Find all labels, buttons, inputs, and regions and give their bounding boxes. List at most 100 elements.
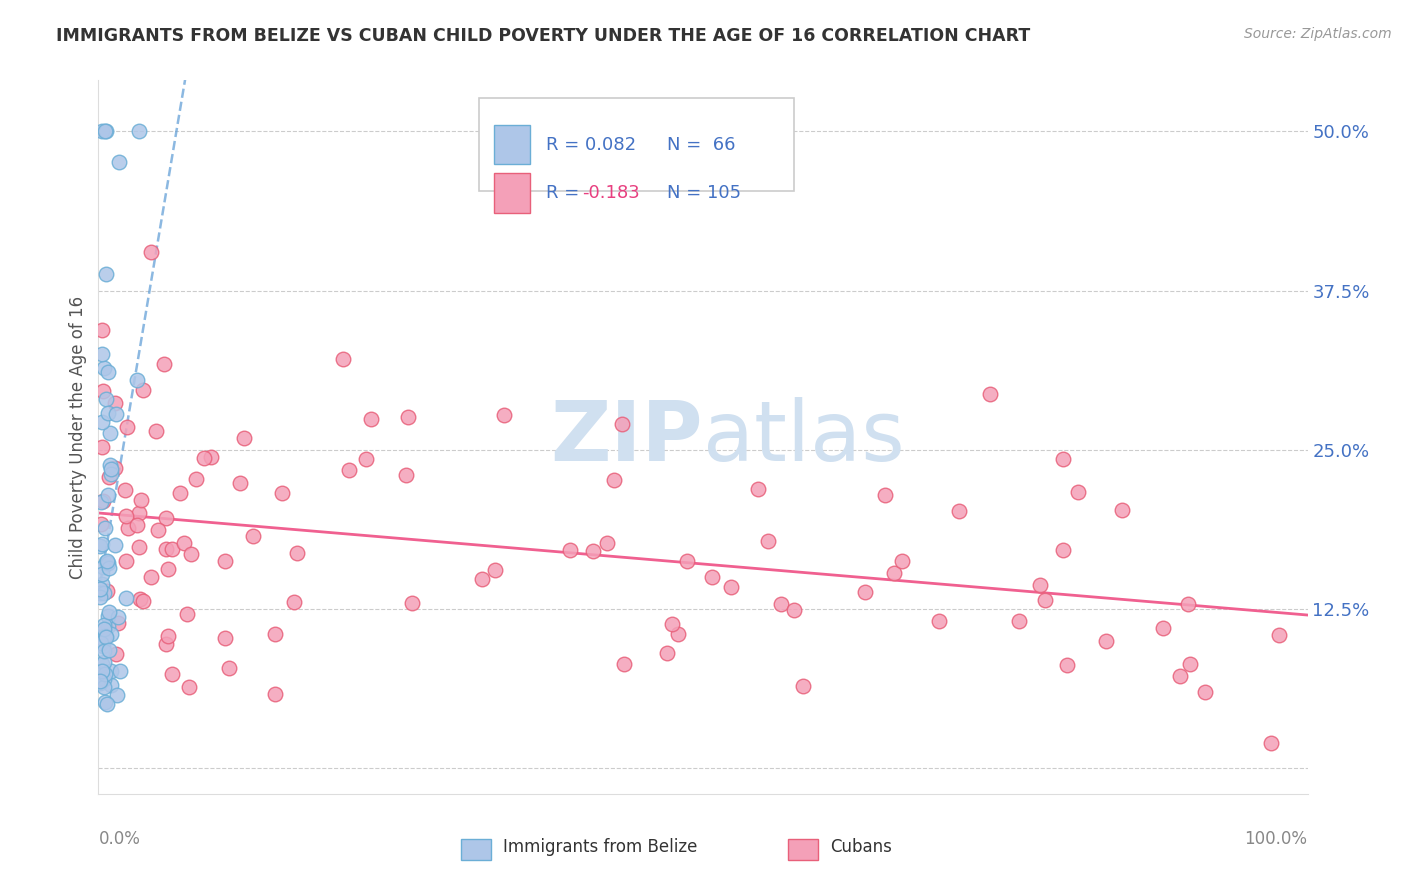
Point: [96, 697, 118, 711]
Point: [97, 618, 120, 632]
Point: [91, 384, 114, 398]
Point: [94, 124, 117, 138]
Point: [401, 596, 423, 610]
Point: [128, 541, 150, 555]
Point: [89, 590, 111, 604]
Point: [115, 509, 138, 524]
Point: [98, 458, 121, 473]
Point: [90, 495, 112, 509]
Point: [666, 626, 689, 640]
Point: [173, 536, 195, 550]
Point: [91, 440, 114, 454]
Point: [107, 610, 129, 624]
Point: [603, 473, 626, 487]
Point: [1194, 685, 1216, 699]
Point: [104, 460, 127, 475]
Point: [200, 450, 222, 465]
Point: [1052, 543, 1074, 558]
Point: [928, 614, 950, 628]
Point: [125, 373, 148, 387]
Point: [891, 554, 914, 568]
Point: [396, 410, 419, 425]
Point: [720, 580, 742, 594]
Text: R =: R =: [546, 184, 585, 202]
Bar: [787, 838, 818, 860]
Text: Immigrants from Belize: Immigrants from Belize: [503, 838, 697, 856]
Point: [1111, 503, 1133, 517]
Point: [128, 591, 150, 606]
Point: [91, 323, 114, 337]
Point: [132, 384, 155, 398]
Point: [242, 529, 264, 543]
Point: [89, 539, 111, 553]
Point: [89, 586, 111, 600]
Text: N =  66: N = 66: [666, 136, 735, 153]
Point: [177, 680, 200, 694]
Bar: [461, 838, 492, 860]
Point: [91, 494, 114, 508]
Point: [94, 695, 117, 709]
Point: [98, 643, 121, 657]
Point: [91, 124, 114, 138]
Point: [94, 667, 117, 681]
Point: [155, 541, 177, 556]
Point: [160, 667, 183, 681]
Point: [97, 406, 120, 420]
Point: [558, 543, 581, 558]
Point: [89, 675, 111, 690]
Point: [769, 597, 792, 611]
Point: [91, 415, 114, 429]
Point: [91, 576, 114, 591]
Point: [97, 557, 120, 571]
Point: [263, 627, 285, 641]
Point: [1095, 633, 1118, 648]
Point: [93, 655, 115, 669]
Point: [91, 559, 114, 574]
Point: [90, 664, 112, 678]
Point: [146, 523, 169, 537]
Point: [657, 646, 679, 660]
Point: [157, 629, 180, 643]
Point: [96, 584, 118, 599]
Point: [492, 409, 515, 423]
Point: [1052, 452, 1074, 467]
Y-axis label: Child Poverty Under the Age of 16: Child Poverty Under the Age of 16: [69, 295, 87, 579]
Point: [89, 582, 111, 596]
Point: [94, 392, 117, 406]
Point: [93, 585, 115, 599]
Point: [129, 492, 152, 507]
Text: Source: ZipAtlas.com: Source: ZipAtlas.com: [1244, 27, 1392, 41]
Point: [91, 347, 114, 361]
Point: [979, 387, 1001, 401]
Point: [700, 570, 723, 584]
Point: [105, 407, 128, 421]
Point: [117, 419, 139, 434]
Text: R = 0.082: R = 0.082: [546, 136, 636, 153]
Bar: [494, 173, 530, 212]
Point: [1260, 736, 1282, 750]
Point: [155, 637, 177, 651]
Point: [160, 542, 183, 557]
Point: [94, 521, 117, 535]
Point: [132, 594, 155, 608]
Point: [176, 607, 198, 621]
Point: [89, 674, 111, 689]
Point: [339, 463, 361, 477]
Point: [610, 417, 633, 431]
Point: [169, 486, 191, 500]
Point: [104, 538, 127, 552]
Point: [117, 521, 139, 535]
Point: [108, 664, 131, 678]
Point: [283, 595, 305, 609]
Point: [100, 627, 122, 641]
Point: [354, 452, 377, 467]
Bar: [494, 125, 530, 164]
Point: [1033, 593, 1056, 607]
Point: [98, 605, 121, 619]
Point: [125, 517, 148, 532]
Point: [128, 506, 150, 520]
Point: [1152, 622, 1174, 636]
Point: [90, 517, 112, 532]
Point: [100, 664, 122, 678]
Point: [661, 617, 683, 632]
